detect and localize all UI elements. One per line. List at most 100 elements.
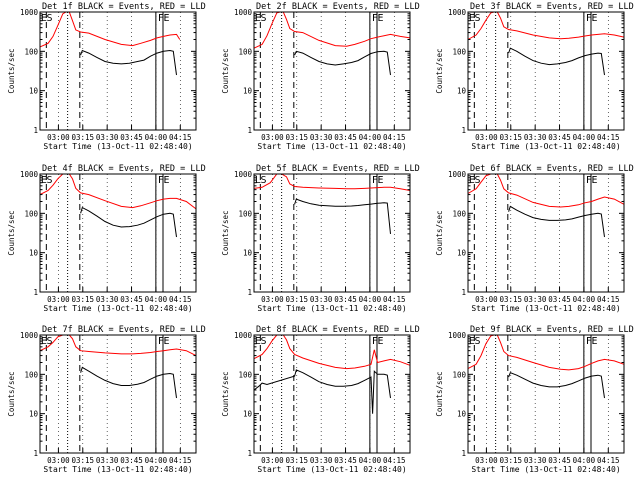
series-line-events [253, 369, 391, 414]
x-tick-label: 04:00 [145, 133, 168, 142]
panel-7: Det 7f BLACK = Events, RED = LLD 1 10 100 10… [7, 325, 206, 474]
y-tick-label: 10 [29, 249, 39, 258]
y-tick-label: 10 [243, 87, 253, 96]
x-tick-label: 03:15 [71, 456, 94, 465]
x-axis-label: Start Time (13-Oct-11 02:48:40) [471, 304, 620, 313]
x-tick-label: 03:00 [261, 133, 284, 142]
x-tick-label: 03:00 [475, 133, 498, 142]
y-tick-label: 1 [33, 449, 38, 458]
x-tick-label: 03:15 [285, 133, 308, 142]
event-annotation: F [586, 336, 592, 347]
event-annotation: F [158, 175, 164, 186]
x-tick-label: 04:00 [359, 456, 382, 465]
x-tick-label: 03:00 [475, 456, 498, 465]
series-line-lld [39, 11, 181, 48]
y-tick-label: 100 [24, 47, 38, 56]
event-annotation: E [592, 13, 598, 24]
x-tick-label: 03:30 [96, 133, 119, 142]
x-tick-label: 03:45 [120, 295, 143, 304]
event-annotation: E [592, 175, 598, 186]
event-annotation: E [469, 13, 475, 24]
x-tick-label: 04:15 [169, 295, 192, 304]
x-tick-label: 03:00 [475, 295, 498, 304]
panel-2: Det 2f BLACK = Events, RED = LLD 1 10 100 10… [221, 2, 420, 151]
event-annotation: L [255, 175, 261, 186]
y-tick-label: 10 [243, 249, 253, 258]
x-tick-label: 04:15 [383, 295, 406, 304]
y-axis-label: Counts/sec [7, 210, 16, 255]
y-tick-label: 100 [24, 209, 38, 218]
x-tick-label: 03:15 [499, 456, 522, 465]
y-tick-label: 10 [29, 87, 39, 96]
event-annotation: F [158, 13, 164, 24]
y-tick-label: 1000 [448, 8, 467, 17]
plot-frame [467, 11, 625, 131]
y-axis-label: Counts/sec [7, 371, 16, 416]
x-tick-label: 03:00 [47, 295, 70, 304]
y-axis-label: Counts/sec [435, 48, 444, 93]
x-tick-label: 03:15 [285, 456, 308, 465]
x-tick-label: 03:15 [71, 295, 94, 304]
plot-frame [467, 334, 625, 454]
event-annotation: E [41, 13, 47, 24]
x-tick-label: 04:00 [145, 456, 168, 465]
x-tick-label: 03:00 [47, 133, 70, 142]
y-axis-label: Counts/sec [7, 48, 16, 93]
event-annotation: E [164, 175, 170, 186]
y-tick-label: 100 [238, 47, 252, 56]
event-annotation: F [372, 336, 378, 347]
x-axis-label: Start Time (13-Oct-11 02:48:40) [471, 465, 620, 474]
event-annotation: F [158, 336, 164, 347]
event-annotation: S [475, 175, 481, 186]
x-tick-label: 03:30 [96, 456, 119, 465]
event-annotation: S [47, 336, 53, 347]
plot-frame [467, 173, 625, 293]
y-axis-label: Counts/sec [435, 210, 444, 255]
x-axis-label: Start Time (13-Oct-11 02:48:40) [257, 465, 406, 474]
event-annotation: E [41, 175, 47, 186]
panel-title: Det 7f BLACK = Events, RED = LLD [42, 325, 206, 335]
y-axis-label: Counts/sec [221, 48, 230, 93]
series-line-events [294, 50, 391, 76]
event-annotation: S [261, 175, 267, 186]
series-line-lld [467, 334, 625, 371]
event-annotation: E [592, 336, 598, 347]
event-annotation: E [378, 175, 384, 186]
x-axis-label: Start Time (13-Oct-11 02:48:40) [257, 142, 406, 151]
series-line-events [294, 198, 391, 234]
y-tick-label: 1000 [234, 8, 253, 17]
panel-6: Det 6f BLACK = Events, RED = LLD 1 10 100 10… [435, 164, 634, 313]
x-tick-label: 03:45 [548, 133, 571, 142]
panel-3: Det 3f BLACK = Events, RED = LLD 1 10 100 10… [435, 2, 634, 151]
event-annotation: S [261, 13, 267, 24]
y-tick-label: 1000 [448, 331, 467, 340]
x-tick-label: 03:45 [334, 456, 357, 465]
series-line-events [80, 206, 177, 238]
plot-frame [39, 11, 197, 131]
plot-frame [253, 11, 411, 131]
panel-title: Det 3f BLACK = Events, RED = LLD [470, 2, 634, 12]
y-tick-label: 100 [24, 370, 38, 379]
x-tick-label: 03:45 [120, 456, 143, 465]
x-tick-label: 04:15 [597, 295, 620, 304]
x-tick-label: 03:30 [310, 295, 333, 304]
y-tick-label: 1000 [20, 331, 39, 340]
y-tick-label: 100 [452, 209, 466, 218]
y-tick-label: 1000 [234, 170, 253, 179]
x-tick-label: 04:00 [573, 133, 596, 142]
y-tick-label: 1 [33, 126, 38, 135]
x-tick-label: 03:15 [499, 133, 522, 142]
x-tick-label: 03:30 [96, 295, 119, 304]
x-tick-label: 03:15 [499, 295, 522, 304]
event-annotation: F [586, 175, 592, 186]
series-line-events [80, 49, 177, 76]
event-annotation: F [372, 13, 378, 24]
series-line-lld [39, 173, 197, 210]
x-tick-label: 04:00 [573, 295, 596, 304]
y-tick-label: 1 [247, 126, 252, 135]
y-tick-label: 100 [452, 370, 466, 379]
event-annotation: E [164, 336, 170, 347]
x-tick-label: 04:15 [383, 456, 406, 465]
panel-5: Det 5f BLACK = Events, RED = LLD 1 10 100 10… [221, 164, 420, 313]
